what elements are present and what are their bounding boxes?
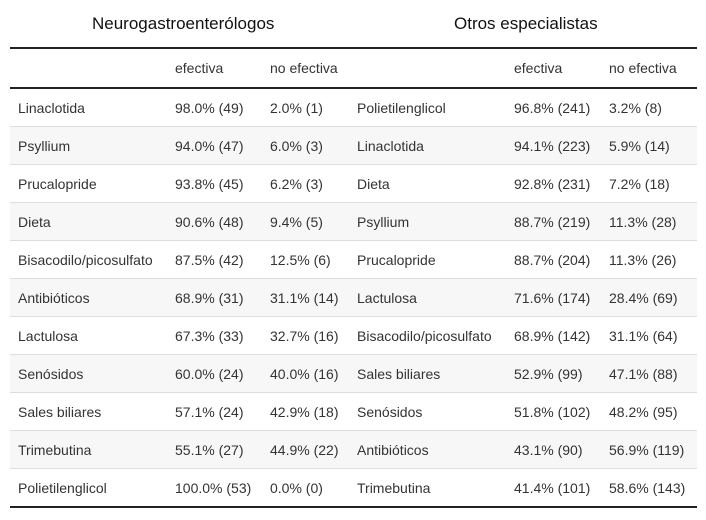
effective-value-right: 43.1% (90)	[506, 430, 601, 469]
not-effective-value-right: 7.2% (18)	[601, 164, 697, 203]
treatment-name-left: Polietilenglicol	[10, 468, 167, 507]
column-header-not-effective-left: no efectiva	[262, 48, 349, 89]
table-row: Psyllium 94.0% (47) 6.0% (3) Linaclotida 94.…	[10, 126, 697, 165]
group-header-other-specialists: Otros especialistas	[454, 14, 598, 33]
not-effective-value-left: 40.0% (16)	[262, 354, 349, 393]
not-effective-value-left: 9.4% (5)	[262, 202, 349, 241]
treatment-effectiveness-table: efectiva no efectiva efectiva no efectiv…	[10, 47, 697, 508]
treatment-name-right: Bisacodilo/picosulfato	[349, 316, 506, 355]
table-row: Linaclotida 98.0% (49) 2.0% (1) Polietileng…	[10, 88, 697, 127]
column-header-treatment-right	[349, 48, 506, 89]
table-row: Trimebutina 55.1% (27) 44.9% (22) Antibióti…	[10, 430, 697, 469]
effective-value-right: 51.8% (102)	[506, 392, 601, 431]
effective-value-right: 88.7% (219)	[506, 202, 601, 241]
effective-value-left: 90.6% (48)	[167, 202, 262, 241]
not-effective-value-left: 32.7% (16)	[262, 316, 349, 355]
table-row: Antibióticos 68.9% (31) 31.1% (14) Lactulos…	[10, 278, 697, 317]
effective-value-left: 55.1% (27)	[167, 430, 262, 469]
treatment-name-left: Antibióticos	[10, 278, 167, 317]
treatment-name-right: Trimebutina	[349, 468, 506, 507]
table-row: Polietilenglicol 100.0% (53) 0.0% (0) Trime…	[10, 468, 697, 507]
treatment-name-right: Sales biliares	[349, 354, 506, 393]
column-header-row: efectiva no efectiva efectiva no efectiv…	[10, 48, 697, 89]
effective-value-right: 68.9% (142)	[506, 316, 601, 355]
column-header-effective-right: efectiva	[506, 48, 601, 89]
table-row: Dieta 90.6% (48) 9.4% (5) Psyllium 88.7% (21…	[10, 202, 697, 241]
effective-value-left: 93.8% (45)	[167, 164, 262, 203]
treatment-name-right: Polietilenglicol	[357, 99, 446, 116]
effective-value-left: 87.5% (42)	[167, 240, 262, 279]
treatment-name-left: Bisacodilo/picosulfato	[10, 240, 167, 279]
not-effective-value-right: 58.6% (143)	[601, 468, 697, 507]
not-effective-value-left: 31.1% (14)	[262, 278, 349, 317]
not-effective-value-right: 3.2% (8)	[609, 99, 662, 116]
not-effective-value-left: 42.9% (18)	[262, 392, 349, 431]
treatment-name-right: Prucalopride	[349, 240, 506, 279]
effective-value-right: 41.4% (101)	[506, 468, 601, 507]
effective-value-left: 67.3% (33)	[167, 316, 262, 355]
treatment-name-left: Psyllium	[10, 126, 167, 165]
effective-value-left: 98.0% (49)	[175, 99, 244, 116]
treatment-name-left: Sales biliares	[10, 392, 167, 431]
table-row: Lactulosa 67.3% (33) 32.7% (16) Bisacodilo/…	[10, 316, 697, 355]
not-effective-value-right: 5.9% (14)	[601, 126, 697, 165]
not-effective-value-left: 12.5% (6)	[262, 240, 349, 279]
treatment-name-right: Senósidos	[349, 392, 506, 431]
effective-value-right: 71.6% (174)	[506, 278, 601, 317]
effective-value-right: 52.9% (99)	[506, 354, 601, 393]
effective-value-right: 88.7% (204)	[506, 240, 601, 279]
table-row: Sales biliares 57.1% (24) 42.9% (18) Senósi…	[10, 392, 697, 431]
treatment-name-left: Prucalopride	[10, 164, 167, 203]
effective-value-left: 68.9% (31)	[167, 278, 262, 317]
table-row: Prucalopride 93.8% (45) 6.2% (3) Dieta 92.8%…	[10, 164, 697, 203]
effective-value-right: 94.1% (223)	[506, 126, 601, 165]
effective-value-left: 94.0% (47)	[167, 126, 262, 165]
not-effective-value-right: 47.1% (88)	[601, 354, 697, 393]
treatment-name-left: Linaclotida	[18, 99, 85, 116]
treatment-name-left: Trimebutina	[10, 430, 167, 469]
effective-value-left: 100.0% (53)	[167, 468, 262, 507]
not-effective-value-left: 44.9% (22)	[262, 430, 349, 469]
table-body: Linaclotida 98.0% (49) 2.0% (1) Polietileng…	[10, 88, 697, 507]
treatment-name-right: Linaclotida	[349, 126, 506, 165]
not-effective-value-right: 48.2% (95)	[601, 392, 697, 431]
not-effective-value-left: 6.2% (3)	[262, 164, 349, 203]
not-effective-value-left: 6.0% (3)	[262, 126, 349, 165]
effective-value-right: 96.8% (241)	[514, 99, 591, 116]
not-effective-value-right: 56.9% (119)	[601, 430, 697, 469]
column-header-not-effective-right: no efectiva	[601, 48, 697, 89]
treatment-name-right: Psyllium	[349, 202, 506, 241]
treatment-name-left: Dieta	[10, 202, 167, 241]
treatment-name-right: Antibióticos	[349, 430, 506, 469]
column-header-treatment-left	[10, 48, 167, 89]
not-effective-value-left: 0.0% (0)	[262, 468, 349, 507]
not-effective-value-right: 11.3% (26)	[601, 240, 697, 279]
group-header-neurogastroenterologists: Neurogastroenterólogos	[92, 14, 275, 33]
column-header-effective-left: efectiva	[167, 48, 262, 89]
not-effective-value-right: 28.4% (69)	[601, 278, 697, 317]
treatment-name-right: Dieta	[349, 164, 506, 203]
effective-value-left: 57.1% (24)	[167, 392, 262, 431]
table-row: Senósidos 60.0% (24) 40.0% (16) Sales bilia…	[10, 354, 697, 393]
not-effective-value-left: 2.0% (1)	[270, 99, 323, 116]
effective-value-right: 92.8% (231)	[506, 164, 601, 203]
treatment-name-right: Lactulosa	[349, 278, 506, 317]
treatment-name-left: Senósidos	[10, 354, 167, 393]
table-row: Bisacodilo/picosulfato 87.5% (42) 12.5% (6…	[10, 240, 697, 279]
not-effective-value-right: 31.1% (64)	[601, 316, 697, 355]
not-effective-value-right: 11.3% (28)	[601, 202, 697, 241]
effective-value-left: 60.0% (24)	[167, 354, 262, 393]
treatment-name-left: Lactulosa	[10, 316, 167, 355]
